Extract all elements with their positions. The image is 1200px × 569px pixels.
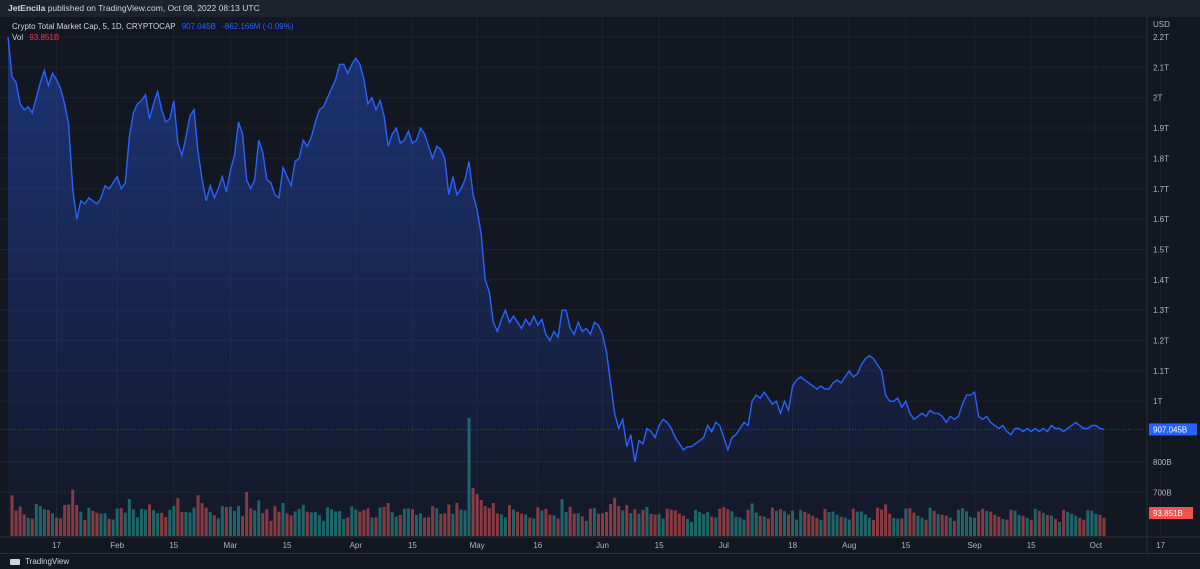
y-tick-label: 1.4T — [1153, 276, 1169, 285]
x-tick-label: 18 — [788, 541, 797, 550]
y-tick-label: 1.9T — [1153, 124, 1169, 133]
x-tick-label: May — [470, 541, 485, 550]
legend-volume-row: Vol 93.851B — [12, 32, 293, 43]
price-line — [7, 36, 1105, 463]
x-tick-label: 15 — [901, 541, 910, 550]
x-tick-label: Sep — [967, 541, 982, 550]
x-tick-label: 17 — [1156, 541, 1165, 550]
y-tick-label: 1.2T — [1153, 337, 1169, 346]
x-tick-label: Aug — [842, 541, 856, 550]
x-tick-label: 17 — [52, 541, 61, 550]
last-volume-badge: 93.851B — [1149, 507, 1193, 519]
last-volume-text: 93.851B — [1153, 509, 1183, 518]
price-chart[interactable]: USD 2.3T2.2T2.1T2T1.9T1.8T1.7T1.6T1.5T1.… — [0, 17, 1200, 553]
y-tick-label: 1.1T — [1153, 367, 1169, 376]
price-area — [8, 37, 1104, 537]
y-tick-label: 1.8T — [1153, 154, 1169, 163]
time-axis: 17 Feb 15 Mar 15 Apr 15 May 16 Jun 15 Jul 18 Aug 15 Sep… — [52, 541, 1166, 550]
y-tick-label: 2T — [1153, 94, 1162, 103]
y-tick-label: 1.7T — [1153, 185, 1169, 194]
published-text: published on TradingView.com, Oct 08, 20… — [47, 3, 260, 13]
tradingview-logo-icon — [10, 558, 20, 565]
price-axis: 2.3T2.2T2.1T2T1.9T1.8T1.7T1.6T1.5T1.4T1.… — [1153, 33, 1172, 497]
x-tick-label: 16 — [533, 541, 542, 550]
footer-bar: TradingView — [0, 553, 1200, 568]
x-tick-label: 15 — [408, 541, 417, 550]
y-tick-label: 1.3T — [1153, 306, 1169, 315]
x-tick-label: Jun — [596, 541, 609, 550]
volume-label: Vol — [12, 33, 24, 42]
y-tick-label: 2.1T — [1153, 63, 1169, 72]
symbol-label: Crypto Total Market Cap, 5, 1D, CRYPTOCA… — [12, 22, 176, 31]
y-tick-label: 700B — [1153, 488, 1172, 497]
x-tick-label: 15 — [1027, 541, 1036, 550]
y-tick-label: 1.5T — [1153, 245, 1169, 254]
volume-value: 93.851B — [29, 33, 60, 42]
last-price-text: 907.045B — [1153, 425, 1187, 434]
y-tick-label: 1.6T — [1153, 215, 1169, 224]
x-tick-label: Apr — [350, 541, 363, 550]
x-tick-label: 15 — [169, 541, 178, 550]
legend-change: -862.166M (-0.09%) — [222, 22, 294, 31]
x-tick-label: Oct — [1090, 541, 1103, 550]
brand-text: TradingView — [25, 557, 70, 566]
x-tick-label: 15 — [283, 541, 292, 550]
currency-label: USD — [1153, 20, 1170, 29]
y-tick-label: 1T — [1153, 397, 1162, 406]
publish-header: JetEncila published on TradingView.com, … — [0, 0, 1200, 17]
x-tick-label: Feb — [110, 541, 124, 550]
last-price-badge: 907.045B — [1149, 423, 1197, 436]
x-tick-label: Jul — [719, 541, 729, 550]
y-tick-label: 800B — [1153, 458, 1172, 467]
y-tick-label: 2.2T — [1153, 33, 1169, 42]
x-tick-label: Mar — [224, 541, 238, 550]
author-name: JetEncila — [8, 3, 46, 13]
x-tick-label: 15 — [655, 541, 664, 550]
legend-main-row: Crypto Total Market Cap, 5, 1D, CRYPTOCA… — [12, 21, 293, 32]
chart-legend: Crypto Total Market Cap, 5, 1D, CRYPTOCA… — [12, 21, 293, 43]
legend-price: 907.045B — [181, 22, 216, 31]
